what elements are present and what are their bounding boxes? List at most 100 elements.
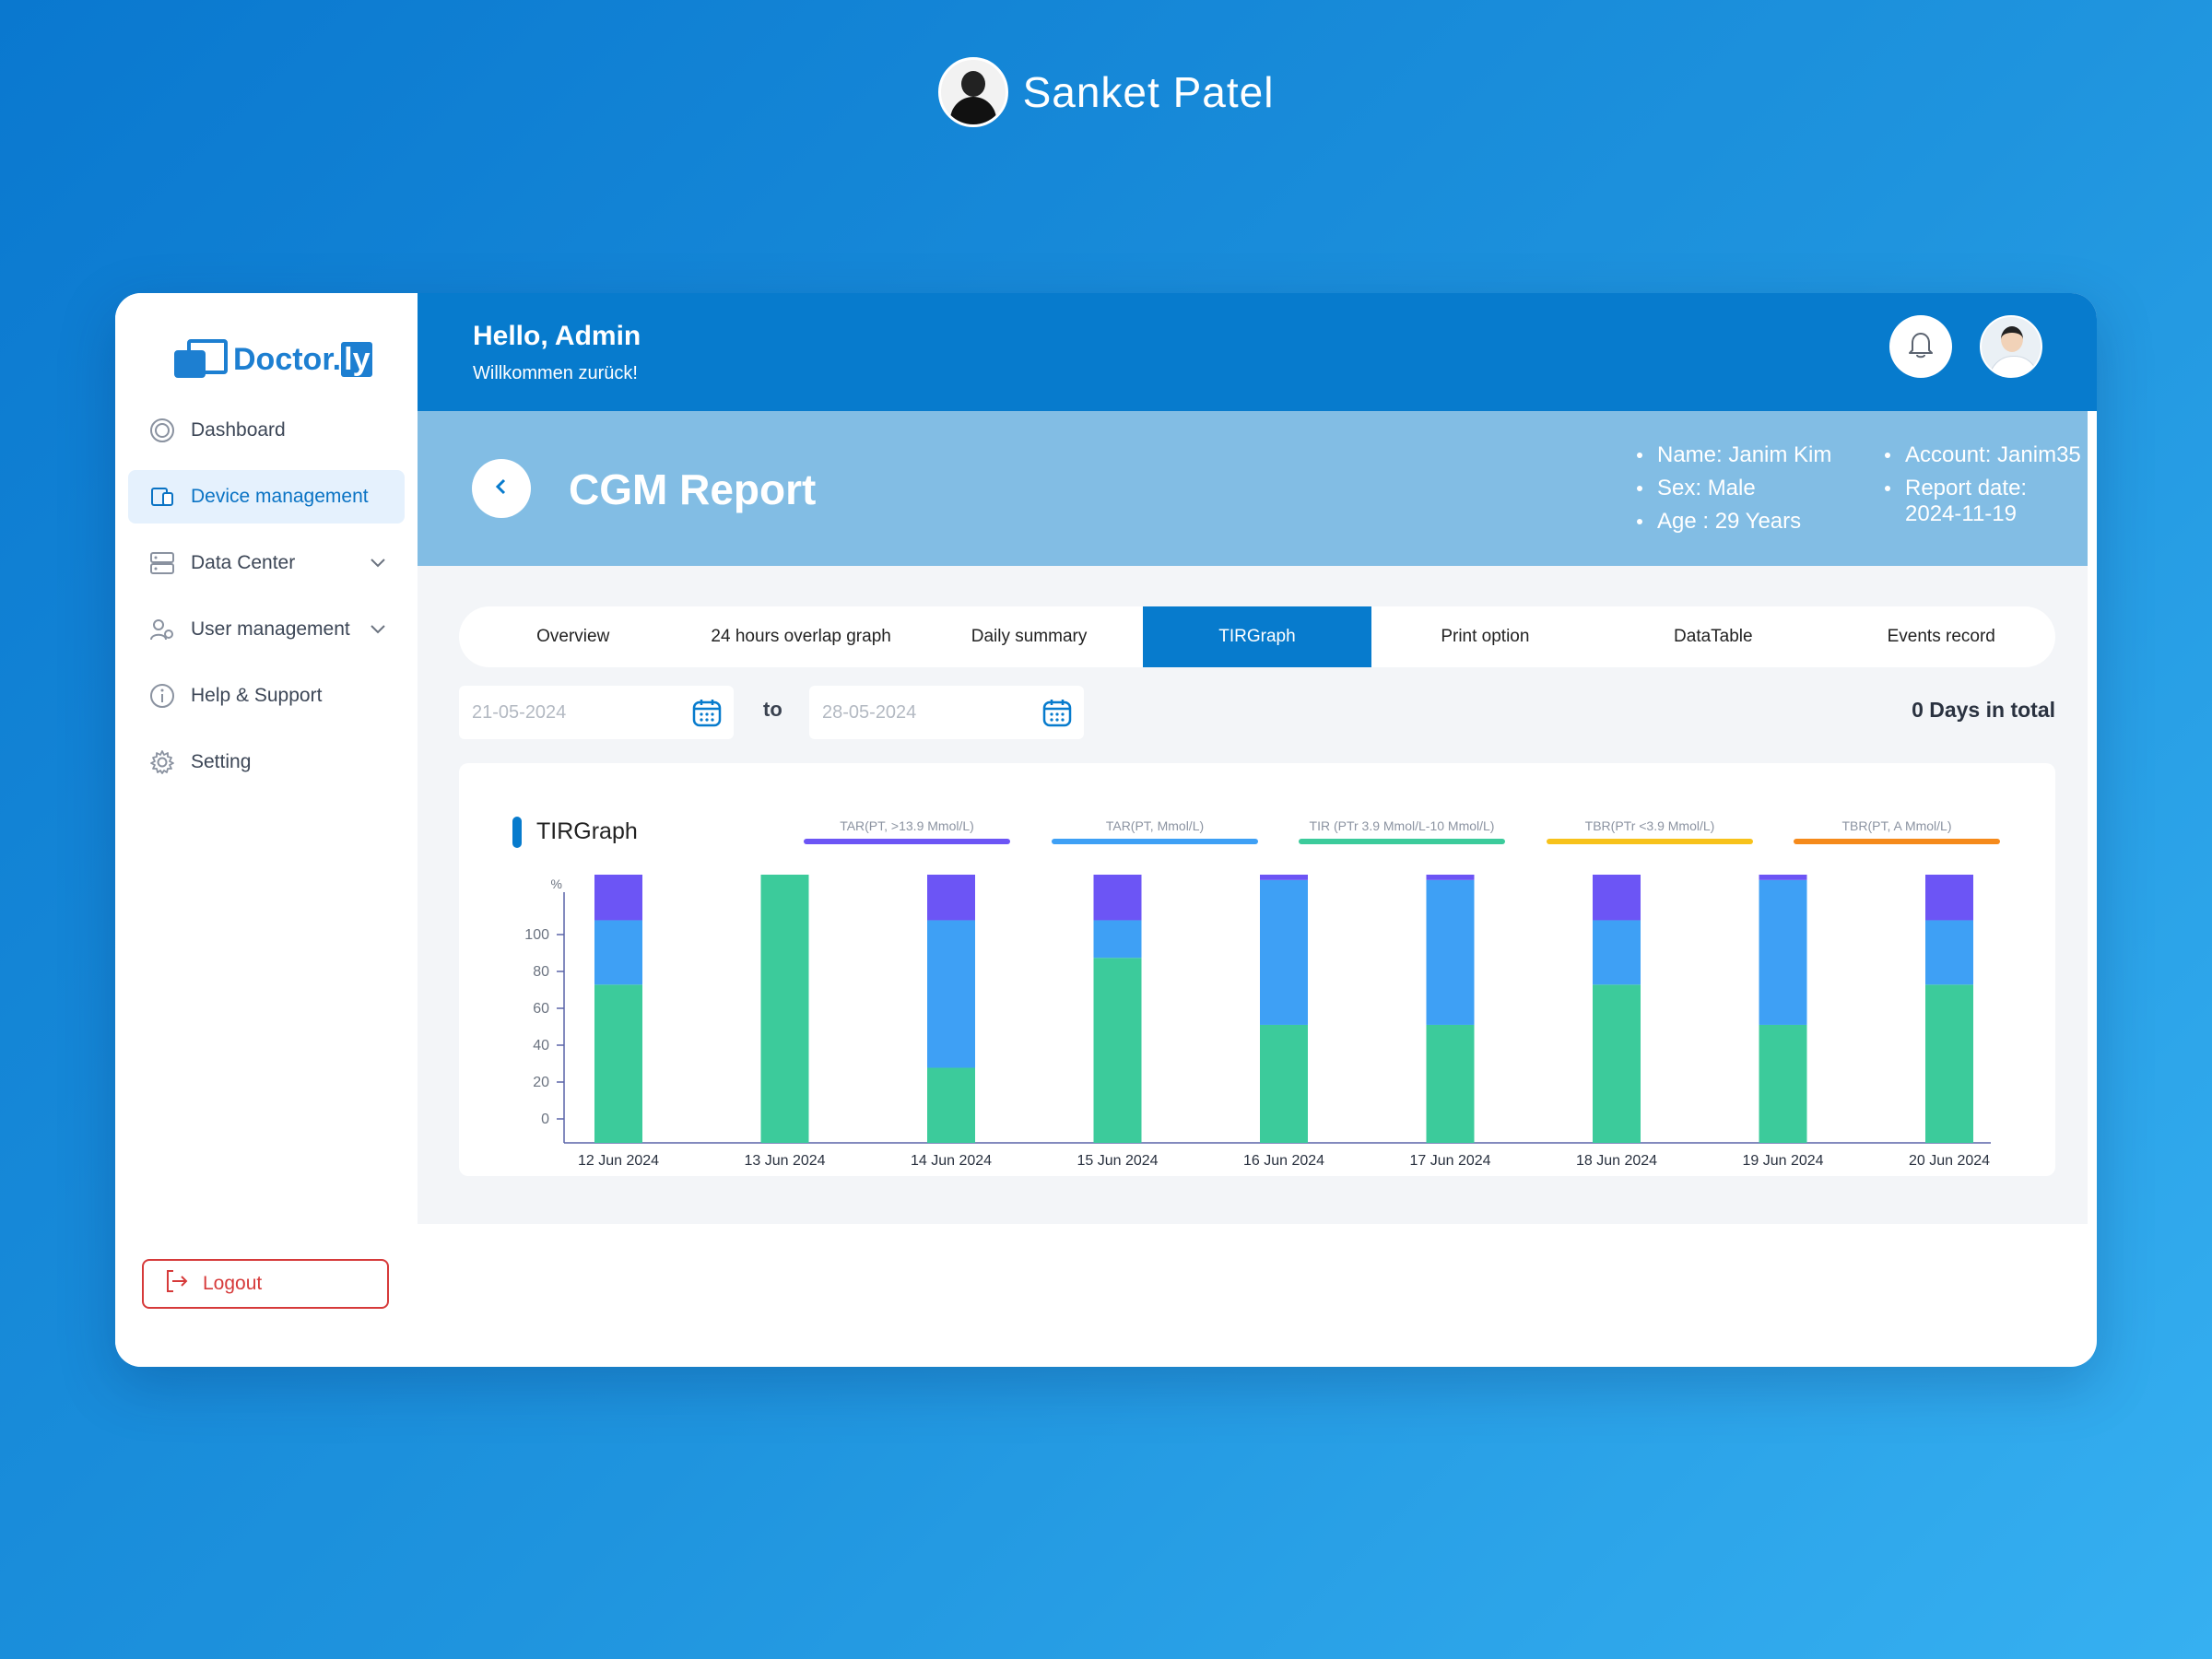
tab-24h-overlap-graph[interactable]: 24 hours overlap graph bbox=[711, 627, 891, 646]
logo: Doctor.ly bbox=[174, 339, 373, 380]
greeting: Hello, Admin bbox=[473, 321, 641, 351]
logo-icon bbox=[174, 339, 228, 380]
x-tick-label: 17 Jun 2024 bbox=[1409, 1153, 1490, 1169]
gear-icon bbox=[148, 748, 176, 776]
bar-segment bbox=[594, 920, 642, 985]
bar-segment bbox=[1925, 984, 1973, 1143]
x-tick-label: 19 Jun 2024 bbox=[1742, 1153, 1823, 1169]
chevron-left-icon bbox=[494, 477, 509, 500]
days-total: 0 Days in total bbox=[1912, 698, 2055, 722]
sidebar-item-setting[interactable]: Setting bbox=[128, 735, 405, 789]
bar-segment bbox=[1093, 958, 1142, 1143]
bar-segment bbox=[1593, 984, 1641, 1143]
sidebar-item-label: Device management bbox=[191, 486, 369, 507]
y-tick-label: 20 bbox=[533, 1075, 549, 1090]
logout-button[interactable]: Logout bbox=[142, 1259, 389, 1309]
legend-swatch bbox=[1052, 839, 1258, 844]
top-header: Hello, Admin Willkommen zurück! bbox=[418, 293, 2097, 411]
bell-icon bbox=[1907, 330, 1935, 364]
bar-segment bbox=[1093, 920, 1142, 959]
legend-label: TAR(PT, >13.9 Mmol/L) bbox=[840, 818, 974, 833]
author-header: Sanket Patel bbox=[0, 57, 2212, 127]
report-date: Report date: 2024-11-19 bbox=[1885, 476, 2088, 527]
bar-segment bbox=[1759, 879, 1807, 1025]
sidebar-item-dashboard[interactable]: Dashboard bbox=[128, 404, 405, 457]
bar-segment bbox=[1426, 1024, 1475, 1143]
chart-title: TIRGraph bbox=[536, 818, 638, 844]
patient-sex: Sex: Male bbox=[1637, 476, 1831, 501]
bar-segment bbox=[1260, 1024, 1308, 1143]
patient-info-right: Account: Janim35 Report date: 2024-11-19 bbox=[1885, 442, 2088, 535]
bar-segment bbox=[1759, 1024, 1807, 1143]
notification-button[interactable] bbox=[1889, 315, 1952, 378]
back-button[interactable] bbox=[472, 459, 531, 518]
report-banner: CGM Report Name: Janim Kim Sex: Male Age… bbox=[418, 411, 2088, 566]
page-title: CGM Report bbox=[569, 465, 817, 513]
chart-title-accent bbox=[512, 817, 522, 848]
welcome-text: Willkommen zurück! bbox=[473, 363, 638, 383]
bar-segment bbox=[594, 875, 642, 921]
patient-account: Account: Janim35 bbox=[1885, 442, 2088, 468]
logo-suffix: ly bbox=[341, 341, 373, 377]
chevron-down-icon[interactable] bbox=[370, 552, 386, 574]
sidebar-item-user-management[interactable]: User management bbox=[128, 603, 405, 656]
legend-swatch bbox=[1299, 839, 1505, 844]
bar-segment bbox=[1759, 875, 1807, 880]
logout-icon bbox=[162, 1267, 190, 1300]
from-date-placeholder: 21-05-2024 bbox=[472, 701, 567, 723]
bar-segment bbox=[927, 875, 975, 921]
to-date-field[interactable]: 28-05-2024 bbox=[809, 686, 1084, 739]
bar-segment bbox=[1426, 879, 1475, 1025]
calendar-icon[interactable] bbox=[691, 697, 723, 734]
user-avatar[interactable] bbox=[1980, 315, 2042, 378]
sidebar: Doctor.ly Dashboard Device management Da… bbox=[115, 293, 418, 1367]
sidebar-item-label: User management bbox=[191, 618, 350, 640]
y-tick-label: 60 bbox=[533, 1001, 549, 1017]
date-range-separator: to bbox=[763, 698, 782, 721]
bar-segment bbox=[1260, 879, 1308, 1025]
legend-label: TBR(PT, A Mmol/L) bbox=[1841, 818, 1952, 833]
legend-swatch bbox=[1794, 839, 2000, 844]
logout-label: Logout bbox=[203, 1273, 263, 1294]
x-tick-label: 18 Jun 2024 bbox=[1576, 1153, 1657, 1169]
author-name: Sanket Patel bbox=[1022, 68, 1275, 116]
bar-segment bbox=[1426, 875, 1475, 880]
legend-item: TBR(PT, A Mmol/L) bbox=[1794, 818, 2000, 844]
tab-tirgraph[interactable]: TIRGraph bbox=[1143, 606, 1371, 667]
x-tick-label: 14 Jun 2024 bbox=[911, 1153, 992, 1169]
x-tick-label: 16 Jun 2024 bbox=[1243, 1153, 1324, 1169]
tab-datatable[interactable]: DataTable bbox=[1674, 627, 1753, 646]
dashboard-icon bbox=[148, 417, 176, 444]
patient-age: Age : 29 Years bbox=[1637, 509, 1831, 535]
tab-daily-summary[interactable]: Daily summary bbox=[971, 627, 1088, 646]
bar-segment bbox=[927, 1067, 975, 1143]
legend-item: TIR (PTr 3.9 Mmol/L-10 Mmol/L) bbox=[1299, 818, 1505, 844]
sidebar-item-device-management[interactable]: Device management bbox=[128, 470, 405, 524]
tab-events-record[interactable]: Events record bbox=[1887, 627, 1995, 646]
bar-segment bbox=[927, 920, 975, 1068]
from-date-field[interactable]: 21-05-2024 bbox=[459, 686, 734, 739]
legend-item: TAR(PT, Mmol/L) bbox=[1052, 818, 1258, 844]
server-icon bbox=[148, 549, 176, 577]
legend-label: TIR (PTr 3.9 Mmol/L-10 Mmol/L) bbox=[1309, 818, 1495, 833]
legend-item: TBR(PTr <3.9 Mmol/L) bbox=[1547, 818, 1753, 844]
y-tick-label: 40 bbox=[533, 1038, 549, 1053]
calendar-icon[interactable] bbox=[1041, 697, 1073, 734]
tab-overview[interactable]: Overview bbox=[536, 627, 610, 646]
report-tabs: Overview 24 hours overlap graph Daily su… bbox=[459, 606, 2055, 667]
bar-segment bbox=[594, 984, 642, 1143]
legend-swatch bbox=[1547, 839, 1753, 844]
sidebar-item-data-center[interactable]: Data Center bbox=[128, 536, 405, 590]
patient-info-left: Name: Janim Kim Sex: Male Age : 29 Years bbox=[1637, 442, 1831, 542]
bar-segment bbox=[1593, 920, 1641, 985]
tab-print-option[interactable]: Print option bbox=[1441, 627, 1530, 646]
legend-label: TAR(PT, Mmol/L) bbox=[1105, 818, 1205, 833]
chevron-down-icon[interactable] bbox=[370, 618, 386, 641]
patient-name: Name: Janim Kim bbox=[1637, 442, 1831, 468]
app-window: Doctor.ly Dashboard Device management Da… bbox=[115, 293, 2097, 1367]
tir-chart-card: TIRGraph TAR(PT, >13.9 Mmol/L) TAR(PT, M… bbox=[459, 763, 2055, 1176]
x-tick-label: 15 Jun 2024 bbox=[1077, 1153, 1158, 1169]
y-axis-unit: % bbox=[551, 877, 562, 891]
logo-text: Doctor. bbox=[233, 341, 342, 377]
sidebar-item-help-support[interactable]: Help & Support bbox=[128, 669, 405, 723]
